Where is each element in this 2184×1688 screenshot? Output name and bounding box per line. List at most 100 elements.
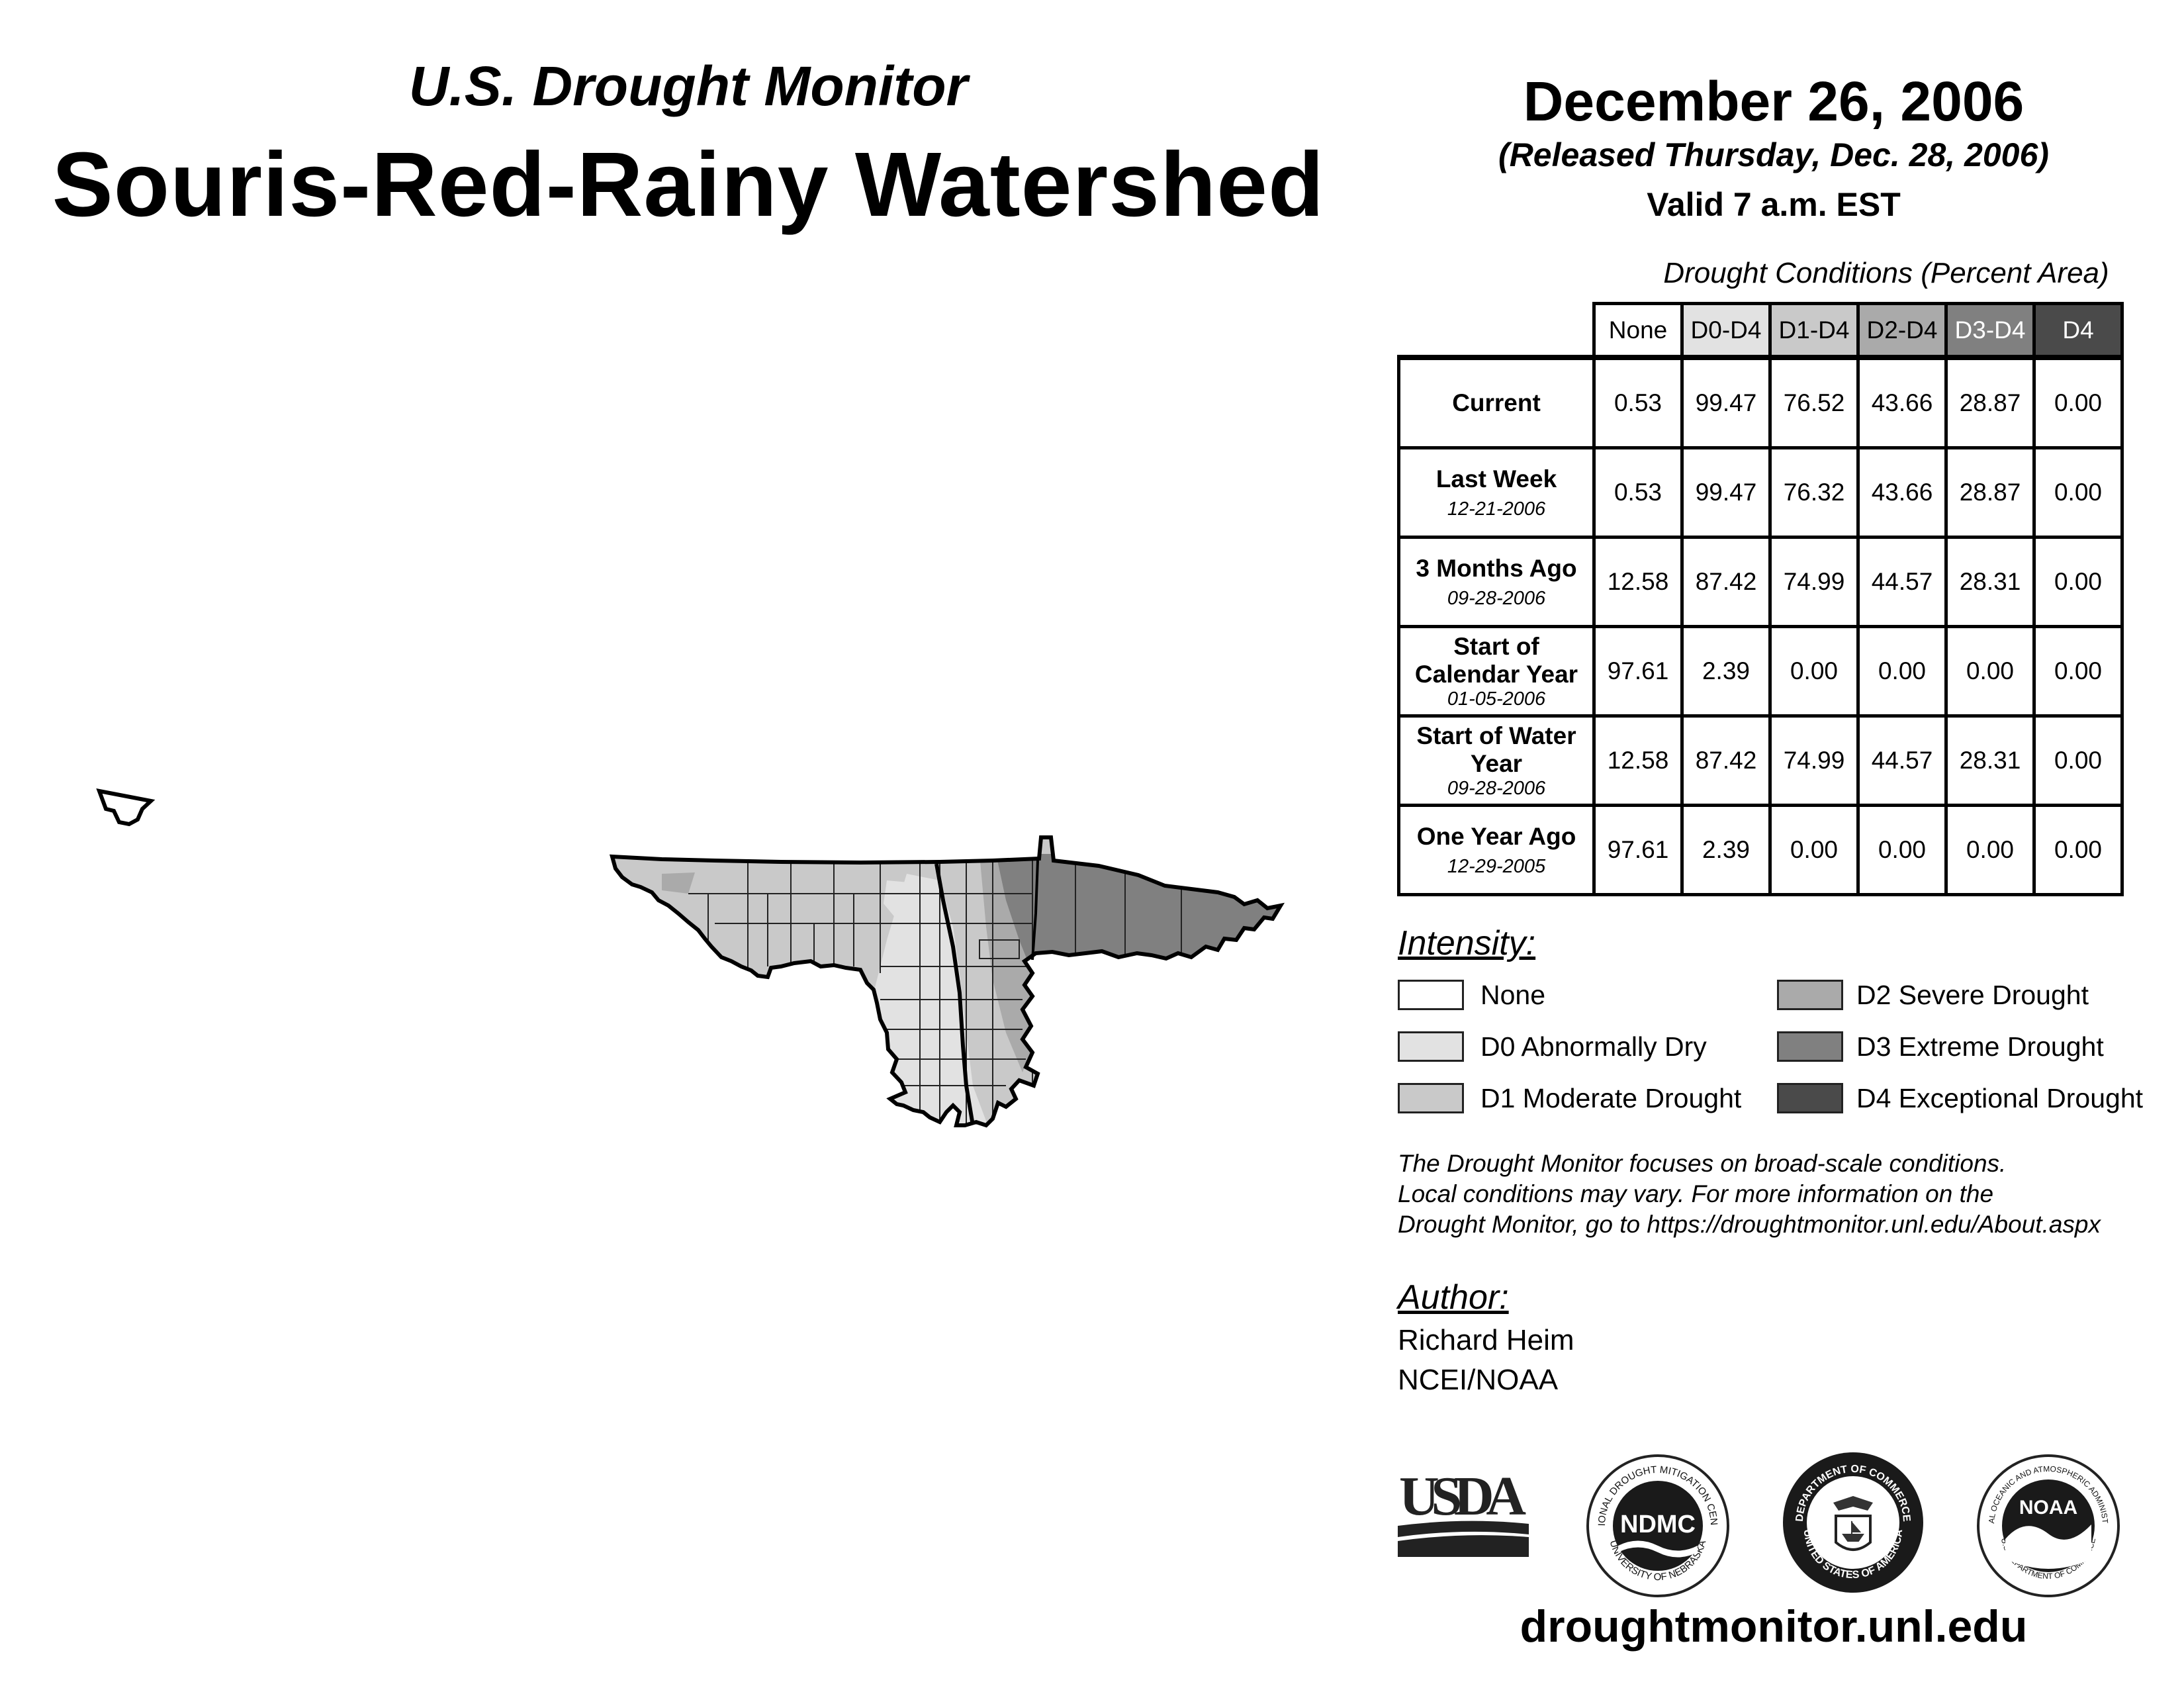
row-label: One Year Ago 12-29-2005	[1397, 804, 1596, 896]
legend-swatch-d2	[1777, 980, 1843, 1010]
table-cell: 0.00	[2032, 446, 2124, 539]
website-link[interactable]: droughtmonitor.unl.edu	[1520, 1601, 2028, 1652]
legend-swatch-d0	[1398, 1031, 1464, 1062]
table-cell: 0.00	[2032, 804, 2124, 896]
table-header-row: None D0-D4 D1-D4 D2-D4 D3-D4 D4	[1398, 302, 2124, 359]
noaa-bird-icon	[2005, 1524, 2091, 1569]
table-cell: 76.52	[1768, 355, 1860, 449]
col-d1-d4: D1-D4	[1768, 302, 1860, 359]
table-cell: 87.42	[1680, 536, 1772, 628]
col-d2-d4: D2-D4	[1856, 302, 1948, 359]
legend-label-d4: D4 Exceptional Drought	[1856, 1083, 2144, 1113]
disclaimer-note: The Drought Monitor focuses on broad-sca…	[1398, 1149, 2101, 1240]
author-org: NCEI/NOAA	[1398, 1364, 1559, 1396]
table-cell: 44.57	[1856, 536, 1948, 628]
row-date: 01-05-2006	[1447, 688, 1546, 710]
ndmc-wave	[1618, 1540, 1698, 1558]
table-cell: 12.58	[1592, 714, 1684, 807]
state-boundary	[1031, 860, 1039, 961]
ndmc-logo: NATIONAL DROUGHT MITIGATION CENTER UNIVE…	[1585, 1453, 1729, 1597]
legend-swatch-none	[1398, 980, 1464, 1010]
table-cell: 0.00	[2032, 714, 2124, 807]
table-cell: 43.66	[1856, 446, 1948, 539]
usda-base	[1398, 1535, 1529, 1557]
county-lines	[688, 859, 1182, 1125]
table-cell: 28.87	[1944, 355, 2036, 449]
table-cell: 99.47	[1680, 355, 1772, 449]
map-subtitle: U.S. Drought Monitor	[408, 55, 968, 117]
table-cell: 97.61	[1592, 804, 1684, 896]
drought-table: None D0-D4 D1-D4 D2-D4 D3-D4 D4 Current …	[1397, 302, 2124, 896]
row-label-text: Start of Water Year	[1416, 722, 1576, 777]
d0-zone-north	[884, 880, 927, 923]
legend-label-none: None	[1480, 980, 1546, 1010]
ndmc-text: NDMC	[1620, 1511, 1696, 1538]
map-date: December 26, 2006	[1523, 70, 2025, 132]
table-cell: 97.61	[1592, 625, 1684, 718]
table-cell: 0.00	[1944, 625, 2036, 718]
usda-swoosh	[1398, 1521, 1529, 1537]
drought-zones	[612, 837, 1281, 1125]
legend-label-d2: D2 Severe Drought	[1856, 980, 2089, 1010]
table-cell: 2.39	[1680, 804, 1772, 896]
note-line: The Drought Monitor focuses on broad-sca…	[1398, 1150, 2007, 1177]
row-label: 3 Months Ago 09-28-2006	[1397, 536, 1596, 628]
table-row: 3 Months Ago 09-28-2006 12.58 87.42 74.99…	[1397, 536, 2124, 628]
table-cell: 0.00	[1768, 804, 1860, 896]
table-row: Last Week 12-21-2006 0.53 99.47 76.32 43.…	[1397, 446, 2124, 539]
table-cell: 28.31	[1944, 714, 2036, 807]
table-cell: 0.00	[2032, 625, 2124, 718]
row-label: Current	[1397, 355, 1596, 449]
d2-zone-west	[662, 872, 695, 894]
shield-icon	[1835, 1515, 1872, 1551]
col-d3-d4: D3-D4	[1944, 302, 2036, 359]
row-label: Start of Calendar Year 01-05-2006	[1397, 625, 1596, 718]
table-cell: 28.31	[1944, 536, 2036, 628]
table-cell: 0.00	[2032, 355, 2124, 449]
table-cell: 0.00	[1856, 804, 1948, 896]
row-label-text: Current	[1452, 389, 1541, 416]
legend-label-d3: D3 Extreme Drought	[1856, 1031, 2104, 1062]
usda-logo-text: USDA	[1399, 1466, 1526, 1527]
table-cell: 0.53	[1592, 355, 1684, 449]
row-date: 12-21-2006	[1447, 498, 1546, 520]
table-corner	[1398, 303, 1596, 359]
row-label-text: 3 Months Ago	[1416, 555, 1577, 582]
table-row: One Year Ago 12-29-2005 97.61 2.39 0.00 0…	[1397, 804, 2124, 896]
table-cell: 74.99	[1768, 536, 1860, 628]
legend-swatch-d3	[1777, 1031, 1843, 1062]
col-none: None	[1592, 302, 1684, 359]
table-cell: 2.39	[1680, 625, 1772, 718]
legend-swatch-d4	[1777, 1083, 1843, 1113]
table-row: Current 0.53 99.47 76.52 43.66 28.87 0.0…	[1397, 355, 2124, 449]
watershed-outline	[609, 835, 1285, 1128]
ndmc-disc	[1613, 1481, 1703, 1571]
table-caption: Drought Conditions (Percent Area)	[1663, 257, 2109, 289]
legend-swatch-d1	[1398, 1083, 1464, 1113]
red-river	[934, 863, 975, 1125]
table-cell: 0.00	[2032, 536, 2124, 628]
col-d0-d4: D0-D4	[1680, 302, 1772, 359]
map-title: Souris-Red-Rainy Watershed	[52, 134, 1325, 236]
table-row: Start of Calendar Year 01-05-2006 97.61 2…	[1397, 625, 2124, 718]
table-cell: 44.57	[1856, 714, 1948, 807]
table-cell: 74.99	[1768, 714, 1860, 807]
ship-icon	[1842, 1521, 1864, 1542]
legend-label-d1: D1 Moderate Drought	[1480, 1083, 1742, 1113]
usda-logo: USDA	[1398, 1466, 1529, 1557]
noaa-logo: NATIONAL OCEANIC AND ATMOSPHERIC ADMINIS…	[1976, 1453, 2120, 1597]
row-date: 12-29-2005	[1447, 856, 1546, 877]
valid-time: Valid 7 a.m. EST	[1647, 186, 1901, 223]
table-cell: 0.53	[1592, 446, 1684, 539]
table-cell: 87.42	[1680, 714, 1772, 807]
table-cell: 76.32	[1768, 446, 1860, 539]
release-note: (Released Thursday, Dec. 28, 2006)	[1498, 136, 2049, 173]
row-label: Last Week 12-21-2006	[1397, 446, 1596, 539]
legend-label-d0: D0 Abnormally Dry	[1480, 1031, 1707, 1062]
table-cell: 28.87	[1944, 446, 2036, 539]
row-label-text: One Year Ago	[1416, 823, 1576, 850]
doc-seal-logo: DEPARTMENT OF COMMERCE UNITED STATES OF …	[1783, 1452, 1923, 1593]
table-cell: 43.66	[1856, 355, 1948, 449]
author-name: Richard Heim	[1398, 1324, 1574, 1356]
col-d4: D4	[2032, 302, 2124, 359]
